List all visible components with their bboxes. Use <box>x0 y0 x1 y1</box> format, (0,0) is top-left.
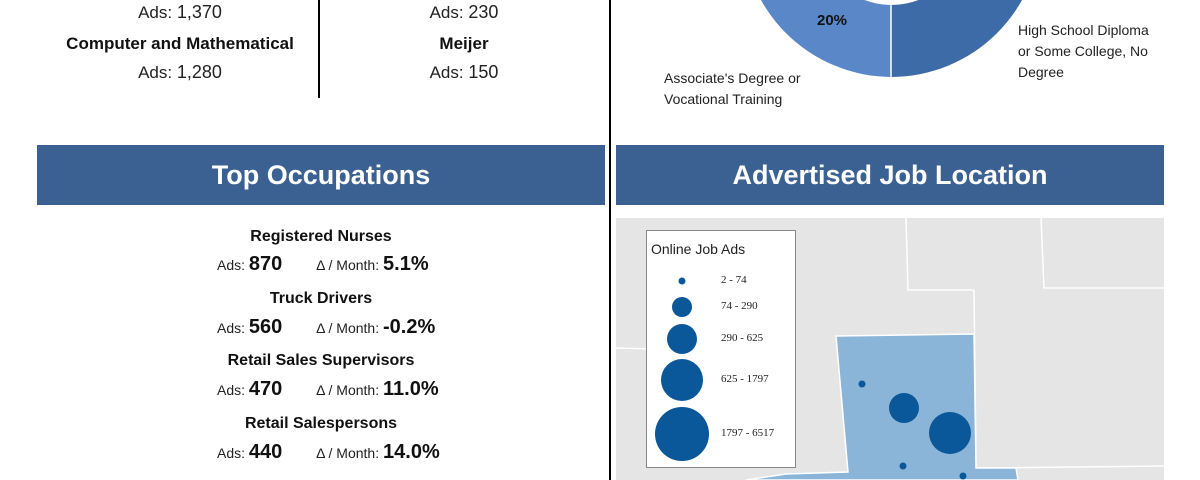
map-dot <box>858 380 866 388</box>
occupation-stats: Ads: 470 Δ / Month: 11.0% <box>217 378 439 400</box>
legend-range: 1797 - 6517 <box>721 427 775 439</box>
employer-name: Meijer <box>439 34 489 53</box>
occupation-stats: Ads: 440 Δ / Month: 14.0% <box>217 441 440 463</box>
legend-range: 290 - 625 <box>721 332 764 344</box>
top-occupations-banner: Top Occupations <box>37 145 605 205</box>
map-dot <box>889 393 919 423</box>
map-dot <box>929 412 971 454</box>
top-employers-right: Ads: 230 Meijer Ads: 150 <box>325 0 603 100</box>
education-donut-chart: 20% <box>761 0 1022 77</box>
occupation-name: Retail Salespersons <box>244 415 398 432</box>
legend-dot-4 <box>661 359 703 401</box>
legend-dot-1 <box>678 277 686 285</box>
occupation-stats: Ads: 870 Δ / Month: 5.1% <box>217 253 429 275</box>
category-ads: Ads: 1,280 <box>138 62 222 82</box>
map-dot <box>899 462 907 470</box>
donut-slice-associate <box>761 0 891 77</box>
map-legend: Online Job Ads 2 - 74 74 - 290 290 - 625… <box>646 230 796 468</box>
occupation-name: Truck Drivers <box>269 290 373 307</box>
job-location-banner: Advertised Job Location <box>616 145 1164 205</box>
job-location-title: Advertised Job Location <box>732 159 1048 190</box>
donut-percent-label: 20% <box>817 12 847 29</box>
category-ads: Ads: 1,370 <box>138 2 222 22</box>
map-dot <box>959 472 967 480</box>
legend-dot-5 <box>655 407 709 461</box>
legend-range: 2 - 74 <box>721 274 747 286</box>
column-divider <box>318 0 320 98</box>
occupation-name: Registered Nurses <box>250 228 392 245</box>
employer-ads: Ads: 230 <box>429 2 499 22</box>
occupation-list: Registered Nurses Ads: 870 Δ / Month: 5.… <box>37 218 605 480</box>
legend-range: 74 - 290 <box>721 300 758 312</box>
category-name: Computer and Mathematical <box>66 34 294 53</box>
page-divider <box>609 0 611 480</box>
occupation-name: Retail Sales Supervisors <box>227 352 415 369</box>
top-occupations-title: Top Occupations <box>211 159 431 190</box>
legend-title: Online Job Ads <box>651 241 746 257</box>
legend-dot-3 <box>667 324 697 354</box>
employer-ads: Ads: 150 <box>429 62 499 82</box>
top-categories-left: Ads: 1,370 Computer and Mathematical Ads… <box>40 0 320 100</box>
legend-swatches <box>655 277 709 461</box>
legend-range: 625 - 1797 <box>721 373 769 385</box>
occupation-stats: Ads: 560 Δ / Month: -0.2% <box>217 316 436 338</box>
legend-dot-2 <box>672 297 692 317</box>
education-label-high-school: High School Diploma or Some College, No … <box>1018 22 1149 80</box>
donut-slice-high-school <box>891 0 1022 77</box>
education-label-associate: Associate's Degree or Vocational Trainin… <box>664 70 801 107</box>
